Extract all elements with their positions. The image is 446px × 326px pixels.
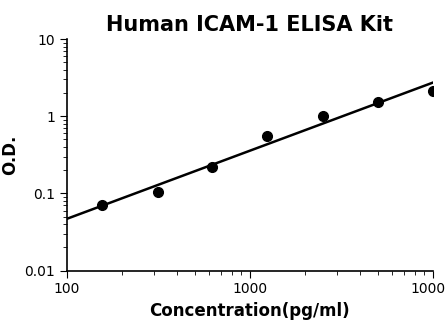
Point: [264, 134, 271, 139]
Point: [99, 203, 106, 208]
Point: [429, 89, 436, 94]
Point: [154, 189, 161, 194]
Point: [209, 164, 216, 170]
X-axis label: Concentration(pg/ml): Concentration(pg/ml): [149, 302, 350, 320]
Point: [319, 113, 326, 118]
Title: Human ICAM-1 ELISA Kit: Human ICAM-1 ELISA Kit: [106, 15, 393, 35]
Y-axis label: O.D.: O.D.: [1, 135, 19, 175]
Point: [374, 99, 381, 104]
